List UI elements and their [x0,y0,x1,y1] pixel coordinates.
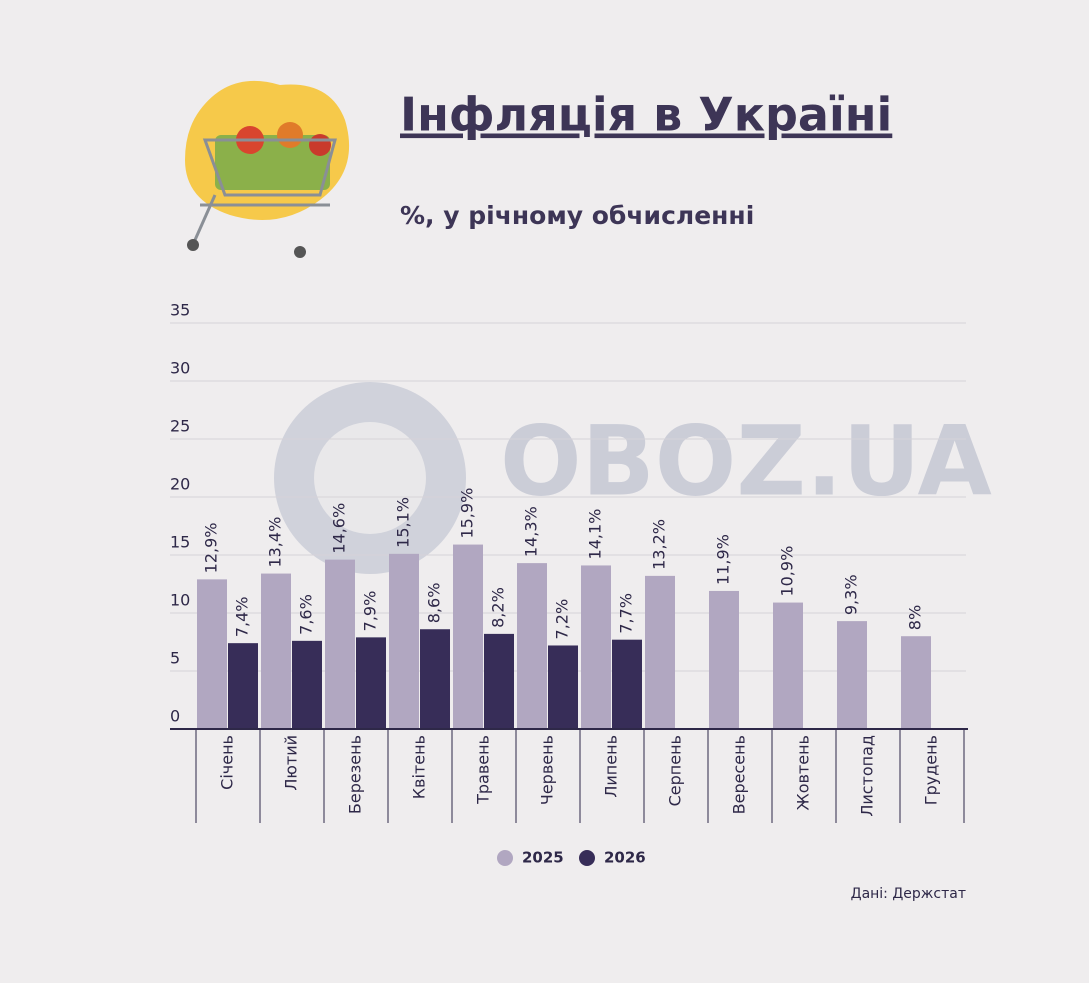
value-label: 13,2% [650,519,669,570]
chart-title: Інфляція в Україні [400,88,892,142]
watermark-logo [274,382,466,574]
bar [389,553,419,729]
bar [901,636,931,729]
bar [228,643,258,729]
bar [773,602,803,729]
value-label: 14,6% [330,503,349,554]
value-label: 12,9% [202,523,221,574]
x-tick-label: Квітень [410,735,429,799]
x-tick-label: Березень [346,735,365,814]
y-tick-label: 35 [170,301,190,320]
bar [645,575,675,729]
bar [356,637,386,729]
y-tick-label: 0 [170,707,180,726]
bar [517,563,547,729]
bar [837,621,867,729]
watermark: OBOZ.UA [500,405,992,517]
value-label: 7,2% [553,599,572,640]
value-label: 9,3% [842,574,861,615]
value-label: 15,9% [458,488,477,539]
x-tick-label: Листопад [858,735,877,817]
y-tick-label: 15 [170,533,190,552]
bar [325,559,355,729]
y-tick-label: 30 [170,359,190,378]
bar [453,544,483,729]
x-tick-label: Травень [474,735,493,805]
value-label: 8% [906,605,925,630]
x-tick-label: Січень [218,735,237,790]
legend-marker [497,850,513,866]
value-label: 14,3% [522,506,541,557]
x-tick-label: Жовтень [794,735,813,811]
bar [548,645,578,729]
value-label: 11,9% [714,534,733,585]
value-label: 7,9% [361,591,380,632]
value-label: 15,1% [394,497,413,548]
y-tick-label: 10 [170,591,190,610]
bar [420,629,450,729]
value-label: 7,7% [617,593,636,634]
chart-subtitle: %, у річному обчисленні [400,201,754,230]
y-tick-label: 20 [170,475,190,494]
y-tick-label: 25 [170,417,190,436]
value-label: 7,6% [297,594,316,635]
source-note: Дані: Держстат [851,886,966,902]
bar [197,579,227,729]
legend-marker [579,850,595,866]
x-tick-label: Грудень [922,735,941,805]
x-tick-label: Вересень [730,735,749,814]
x-tick-label: Липень [602,735,621,798]
x-tick-label: Лютий [282,735,301,791]
value-label: 8,2% [489,587,508,628]
legend-label: 2026 [604,849,646,867]
bar [612,639,642,729]
bar [261,573,291,729]
bar [484,633,514,729]
bar [709,590,739,729]
value-label: 13,4% [266,517,285,568]
value-label: 14,1% [586,509,605,560]
value-label: 8,6% [425,583,444,624]
y-tick-label: 5 [170,649,180,668]
x-tick-label: Серпень [666,735,685,806]
bar [292,640,322,729]
value-label: 7,4% [233,597,252,638]
value-label: 10,9% [778,546,797,597]
cart-illustration [185,80,350,258]
x-tick-label: Червень [538,735,557,805]
bar [581,565,611,729]
legend-label: 2025 [522,849,564,867]
